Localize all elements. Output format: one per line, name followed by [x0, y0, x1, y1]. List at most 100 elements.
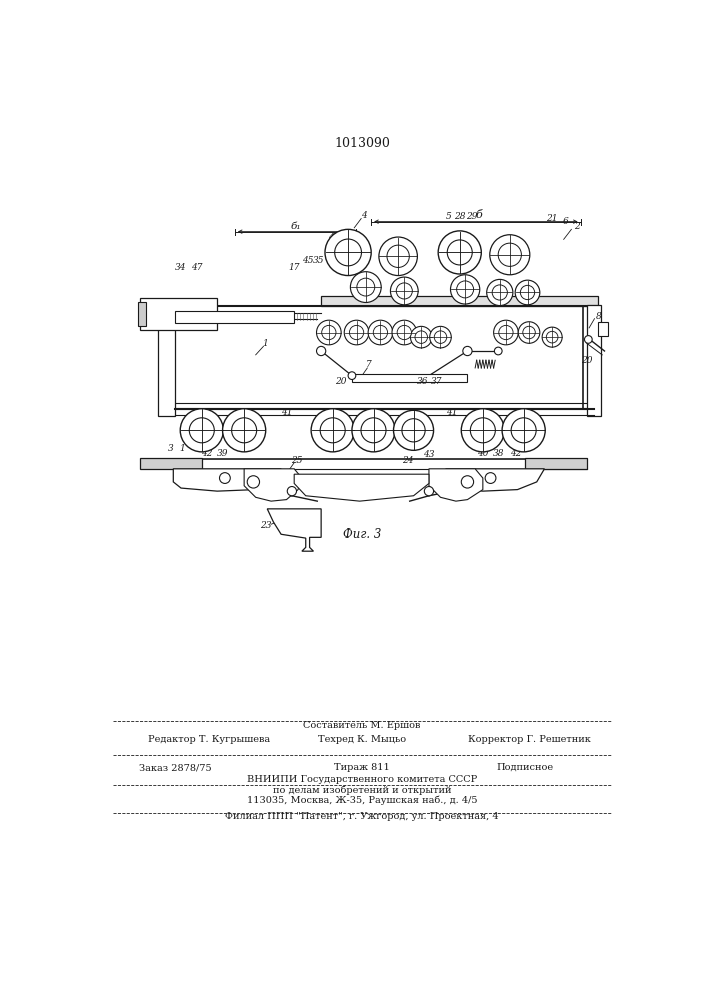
Text: 40: 40	[477, 449, 489, 458]
Circle shape	[492, 285, 508, 300]
Circle shape	[368, 320, 393, 345]
Text: 37: 37	[431, 377, 443, 386]
Text: Филиал ППП "Патент", г. Ужгород, ул. Проектная, 4: Филиал ППП "Патент", г. Ужгород, ул. Про…	[225, 812, 498, 821]
Circle shape	[499, 325, 513, 340]
Circle shape	[448, 240, 472, 265]
Text: 45: 45	[303, 256, 314, 265]
Circle shape	[502, 409, 545, 452]
Circle shape	[434, 331, 447, 343]
Text: Подписное: Подписное	[496, 763, 554, 772]
Circle shape	[361, 418, 386, 443]
Polygon shape	[173, 469, 281, 491]
Circle shape	[518, 322, 540, 343]
Text: б: б	[476, 210, 482, 220]
Text: 6: 6	[562, 217, 568, 226]
Text: 36: 36	[417, 377, 428, 386]
Circle shape	[498, 243, 521, 266]
Circle shape	[317, 346, 326, 356]
Text: 20: 20	[581, 356, 592, 365]
Text: 41: 41	[446, 408, 458, 417]
Text: 29: 29	[465, 212, 477, 221]
Circle shape	[348, 372, 356, 379]
Text: Фиг. 3: Фиг. 3	[343, 528, 381, 541]
FancyBboxPatch shape	[140, 298, 217, 330]
Circle shape	[461, 476, 474, 488]
FancyBboxPatch shape	[587, 305, 601, 416]
Circle shape	[542, 327, 562, 347]
Circle shape	[438, 231, 481, 274]
Text: 8: 8	[595, 312, 601, 321]
Circle shape	[219, 473, 230, 483]
Text: ВНИИПИ Государственного комитета СССР: ВНИИПИ Государственного комитета СССР	[247, 775, 477, 784]
Circle shape	[515, 280, 540, 305]
Text: 47: 47	[191, 263, 202, 272]
FancyBboxPatch shape	[175, 311, 294, 323]
Circle shape	[325, 229, 371, 276]
Text: 23: 23	[260, 521, 271, 530]
Circle shape	[392, 320, 416, 345]
Circle shape	[351, 272, 381, 302]
Text: б₁: б₁	[291, 222, 301, 231]
Circle shape	[394, 410, 433, 450]
Circle shape	[223, 409, 266, 452]
Circle shape	[373, 325, 387, 340]
Text: 38: 38	[493, 449, 504, 458]
Text: 43: 43	[423, 450, 435, 459]
FancyBboxPatch shape	[321, 296, 598, 306]
FancyBboxPatch shape	[138, 302, 146, 326]
Circle shape	[494, 347, 502, 355]
Circle shape	[352, 409, 395, 452]
Circle shape	[232, 418, 257, 443]
Text: 41: 41	[281, 408, 292, 417]
FancyBboxPatch shape	[140, 458, 201, 469]
Circle shape	[397, 325, 411, 340]
Circle shape	[457, 281, 474, 298]
Circle shape	[387, 245, 409, 267]
Polygon shape	[429, 469, 483, 501]
Circle shape	[424, 487, 433, 496]
Circle shape	[287, 487, 296, 496]
Text: 48: 48	[329, 233, 340, 242]
Circle shape	[379, 237, 417, 276]
Circle shape	[547, 331, 558, 343]
Circle shape	[334, 239, 361, 266]
Circle shape	[430, 326, 451, 348]
Circle shape	[396, 283, 412, 299]
Text: 34: 34	[175, 263, 187, 272]
Circle shape	[461, 409, 504, 452]
Text: 20: 20	[334, 377, 346, 386]
Polygon shape	[267, 509, 321, 551]
Text: 24: 24	[402, 456, 414, 465]
FancyBboxPatch shape	[598, 322, 607, 336]
Text: 1: 1	[180, 444, 185, 453]
Text: Составитель М. Ершов: Составитель М. Ершов	[303, 721, 421, 730]
Text: 1013090: 1013090	[334, 137, 390, 150]
Text: 3: 3	[168, 444, 174, 453]
Text: Тираж 811: Тираж 811	[334, 763, 390, 772]
Circle shape	[415, 331, 428, 343]
Circle shape	[463, 346, 472, 356]
Text: 21: 21	[547, 214, 558, 223]
Text: по делам изобретений и открытий: по делам изобретений и открытий	[273, 785, 451, 795]
Circle shape	[493, 320, 518, 345]
Text: 7: 7	[366, 360, 372, 369]
Circle shape	[520, 285, 534, 300]
Circle shape	[402, 419, 425, 442]
Text: Техред К. Мыцьо: Техред К. Мыцьо	[318, 735, 406, 744]
Polygon shape	[446, 469, 544, 491]
Text: 113035, Москва, Ж-35, Раушская наб., д. 4/5: 113035, Москва, Ж-35, Раушская наб., д. …	[247, 795, 477, 805]
Circle shape	[511, 418, 536, 443]
Text: 26: 26	[503, 337, 514, 346]
Circle shape	[470, 418, 496, 443]
FancyBboxPatch shape	[525, 458, 587, 469]
Circle shape	[390, 277, 418, 305]
Text: 39: 39	[217, 449, 228, 458]
Text: 42: 42	[510, 449, 522, 458]
Circle shape	[486, 279, 513, 306]
Circle shape	[344, 320, 369, 345]
Circle shape	[322, 325, 336, 340]
Circle shape	[357, 278, 375, 296]
Text: Редактор Т. Кугрышева: Редактор Т. Кугрышева	[148, 735, 271, 744]
Circle shape	[311, 409, 354, 452]
Circle shape	[247, 476, 259, 488]
